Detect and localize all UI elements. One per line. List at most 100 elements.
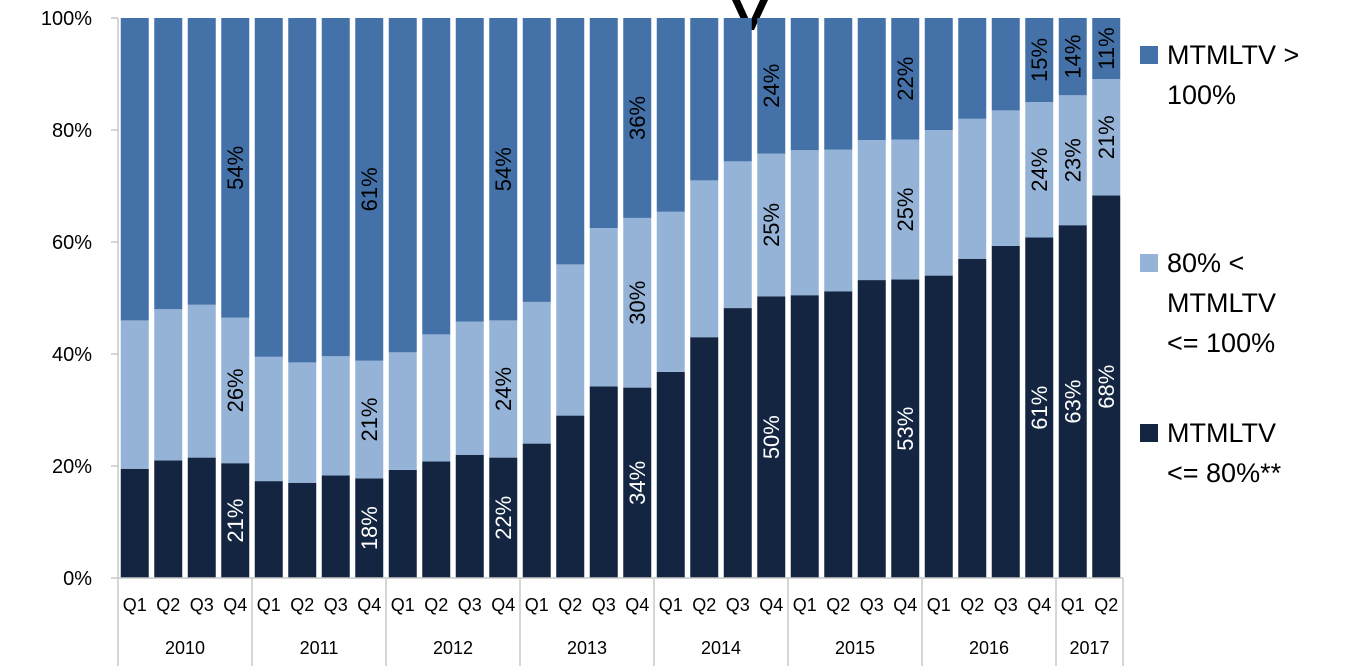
title-fragment xyxy=(732,0,768,30)
data-label: 30% xyxy=(625,281,650,325)
bar-segment xyxy=(187,18,216,305)
bar-segment xyxy=(221,463,250,578)
bar-segment xyxy=(589,18,618,228)
bar-segment xyxy=(1025,237,1054,578)
legend-label: <= 80%** xyxy=(1167,458,1282,488)
quarter-tick-label: Q4 xyxy=(893,595,917,615)
bars xyxy=(120,18,1121,579)
bar-segment xyxy=(388,352,417,470)
legend: MTMLTV > 100% 80% < MTMLTV <= 100% MTMLTV <= 8… xyxy=(1140,40,1299,488)
quarter-tick-label: Q2 xyxy=(558,595,582,615)
bar-segment xyxy=(891,18,920,140)
bar-segment xyxy=(1092,18,1121,80)
quarter-tick-label: Q4 xyxy=(759,595,783,615)
bar-segment xyxy=(120,320,149,469)
bar-segment xyxy=(321,475,350,578)
y-tick-label: 40% xyxy=(52,344,92,366)
bar-segment xyxy=(288,18,317,363)
bar-segment xyxy=(489,320,518,458)
data-label: 11% xyxy=(1094,27,1119,69)
data-label: 21% xyxy=(357,397,382,441)
bar-segment xyxy=(321,356,350,476)
bar-segment xyxy=(254,18,283,357)
legend-swatch xyxy=(1140,46,1158,64)
data-label: 22% xyxy=(491,496,516,540)
bar-segment xyxy=(388,18,417,353)
quarter-tick-label: Q3 xyxy=(324,595,348,615)
bar-segment xyxy=(288,362,317,483)
data-label: 54% xyxy=(491,147,516,191)
bar-segment xyxy=(1058,95,1087,226)
bar-segment xyxy=(623,217,652,388)
data-label: 26% xyxy=(223,368,248,412)
bar-segment xyxy=(723,308,752,578)
bar-segment xyxy=(556,264,585,416)
data-label: 22% xyxy=(893,57,918,101)
bar-segment xyxy=(790,295,819,578)
quarter-tick-label: Q4 xyxy=(223,595,247,615)
bar-segment xyxy=(154,18,183,310)
bar-segment xyxy=(824,149,853,292)
data-label: 18% xyxy=(357,506,382,550)
year-tick-label: 2017 xyxy=(1069,638,1109,658)
bar-segment xyxy=(1025,18,1054,102)
bar-segment xyxy=(388,469,417,578)
quarter-tick-label: Q1 xyxy=(123,595,147,615)
bar-segment xyxy=(589,386,618,578)
bar-segment xyxy=(221,317,250,464)
quarter-tick-label: Q3 xyxy=(458,595,482,615)
bar-segment xyxy=(1025,102,1054,238)
bar-segment xyxy=(355,18,384,361)
quarter-tick-label: Q2 xyxy=(692,595,716,615)
quarter-tick-label: Q1 xyxy=(927,595,951,615)
bar-segment xyxy=(455,454,484,578)
bar-segment xyxy=(958,118,987,259)
bar-segment xyxy=(690,337,719,578)
year-tick-label: 2010 xyxy=(165,638,205,658)
bar-segment xyxy=(556,18,585,265)
bar-segment xyxy=(924,130,953,276)
legend-swatch xyxy=(1140,424,1158,442)
legend-label: 80% < xyxy=(1167,248,1244,278)
bar-segment xyxy=(757,18,786,154)
bar-segment xyxy=(824,291,853,578)
year-tick-label: 2016 xyxy=(969,638,1009,658)
bar-segment xyxy=(288,482,317,578)
bar-segment xyxy=(589,228,618,387)
data-label: 61% xyxy=(1027,386,1052,430)
bar-segment xyxy=(422,461,451,578)
quarter-tick-label: Q2 xyxy=(290,595,314,615)
quarter-tick-label: Q3 xyxy=(726,595,750,615)
data-label: 15% xyxy=(1027,38,1052,82)
bar-segment xyxy=(991,245,1020,579)
bar-segment xyxy=(489,457,518,578)
legend-label: MTMLTV xyxy=(1167,288,1276,318)
bar-segment xyxy=(824,18,853,150)
bar-segment xyxy=(991,110,1020,246)
quarter-tick-label: Q3 xyxy=(190,595,214,615)
bar-segment xyxy=(891,139,920,280)
data-label: 36% xyxy=(625,96,650,140)
year-tick-label: 2012 xyxy=(433,638,473,658)
bar-segment xyxy=(924,18,953,130)
x-axis: Q1 Q2 Q3 Q4 Q1 Q2 Q3 Q4 Q1 Q2 Q3 Q4 Q1 Q2 Q3 Q4 Q1 Q2 Q3 Q4… xyxy=(117,577,1124,666)
data-label: 53% xyxy=(893,407,918,451)
bar-segment xyxy=(556,415,585,578)
bar-segment xyxy=(857,280,886,578)
bar-segment xyxy=(522,18,551,302)
bar-segment xyxy=(154,309,183,461)
year-tick-label: 2013 xyxy=(567,638,607,658)
bar-segment xyxy=(455,18,484,322)
data-label: 24% xyxy=(491,367,516,411)
bar-segment xyxy=(958,18,987,119)
bar-segment xyxy=(120,18,149,321)
data-label: 63% xyxy=(1060,380,1085,424)
data-label: 24% xyxy=(759,64,784,108)
bar-segment xyxy=(790,18,819,151)
y-tick-label: 100% xyxy=(41,8,92,30)
bar-segment xyxy=(254,356,283,482)
legend-label: MTMLTV > xyxy=(1167,40,1299,70)
bar-segment xyxy=(1058,225,1087,578)
bar-segment xyxy=(656,18,685,212)
